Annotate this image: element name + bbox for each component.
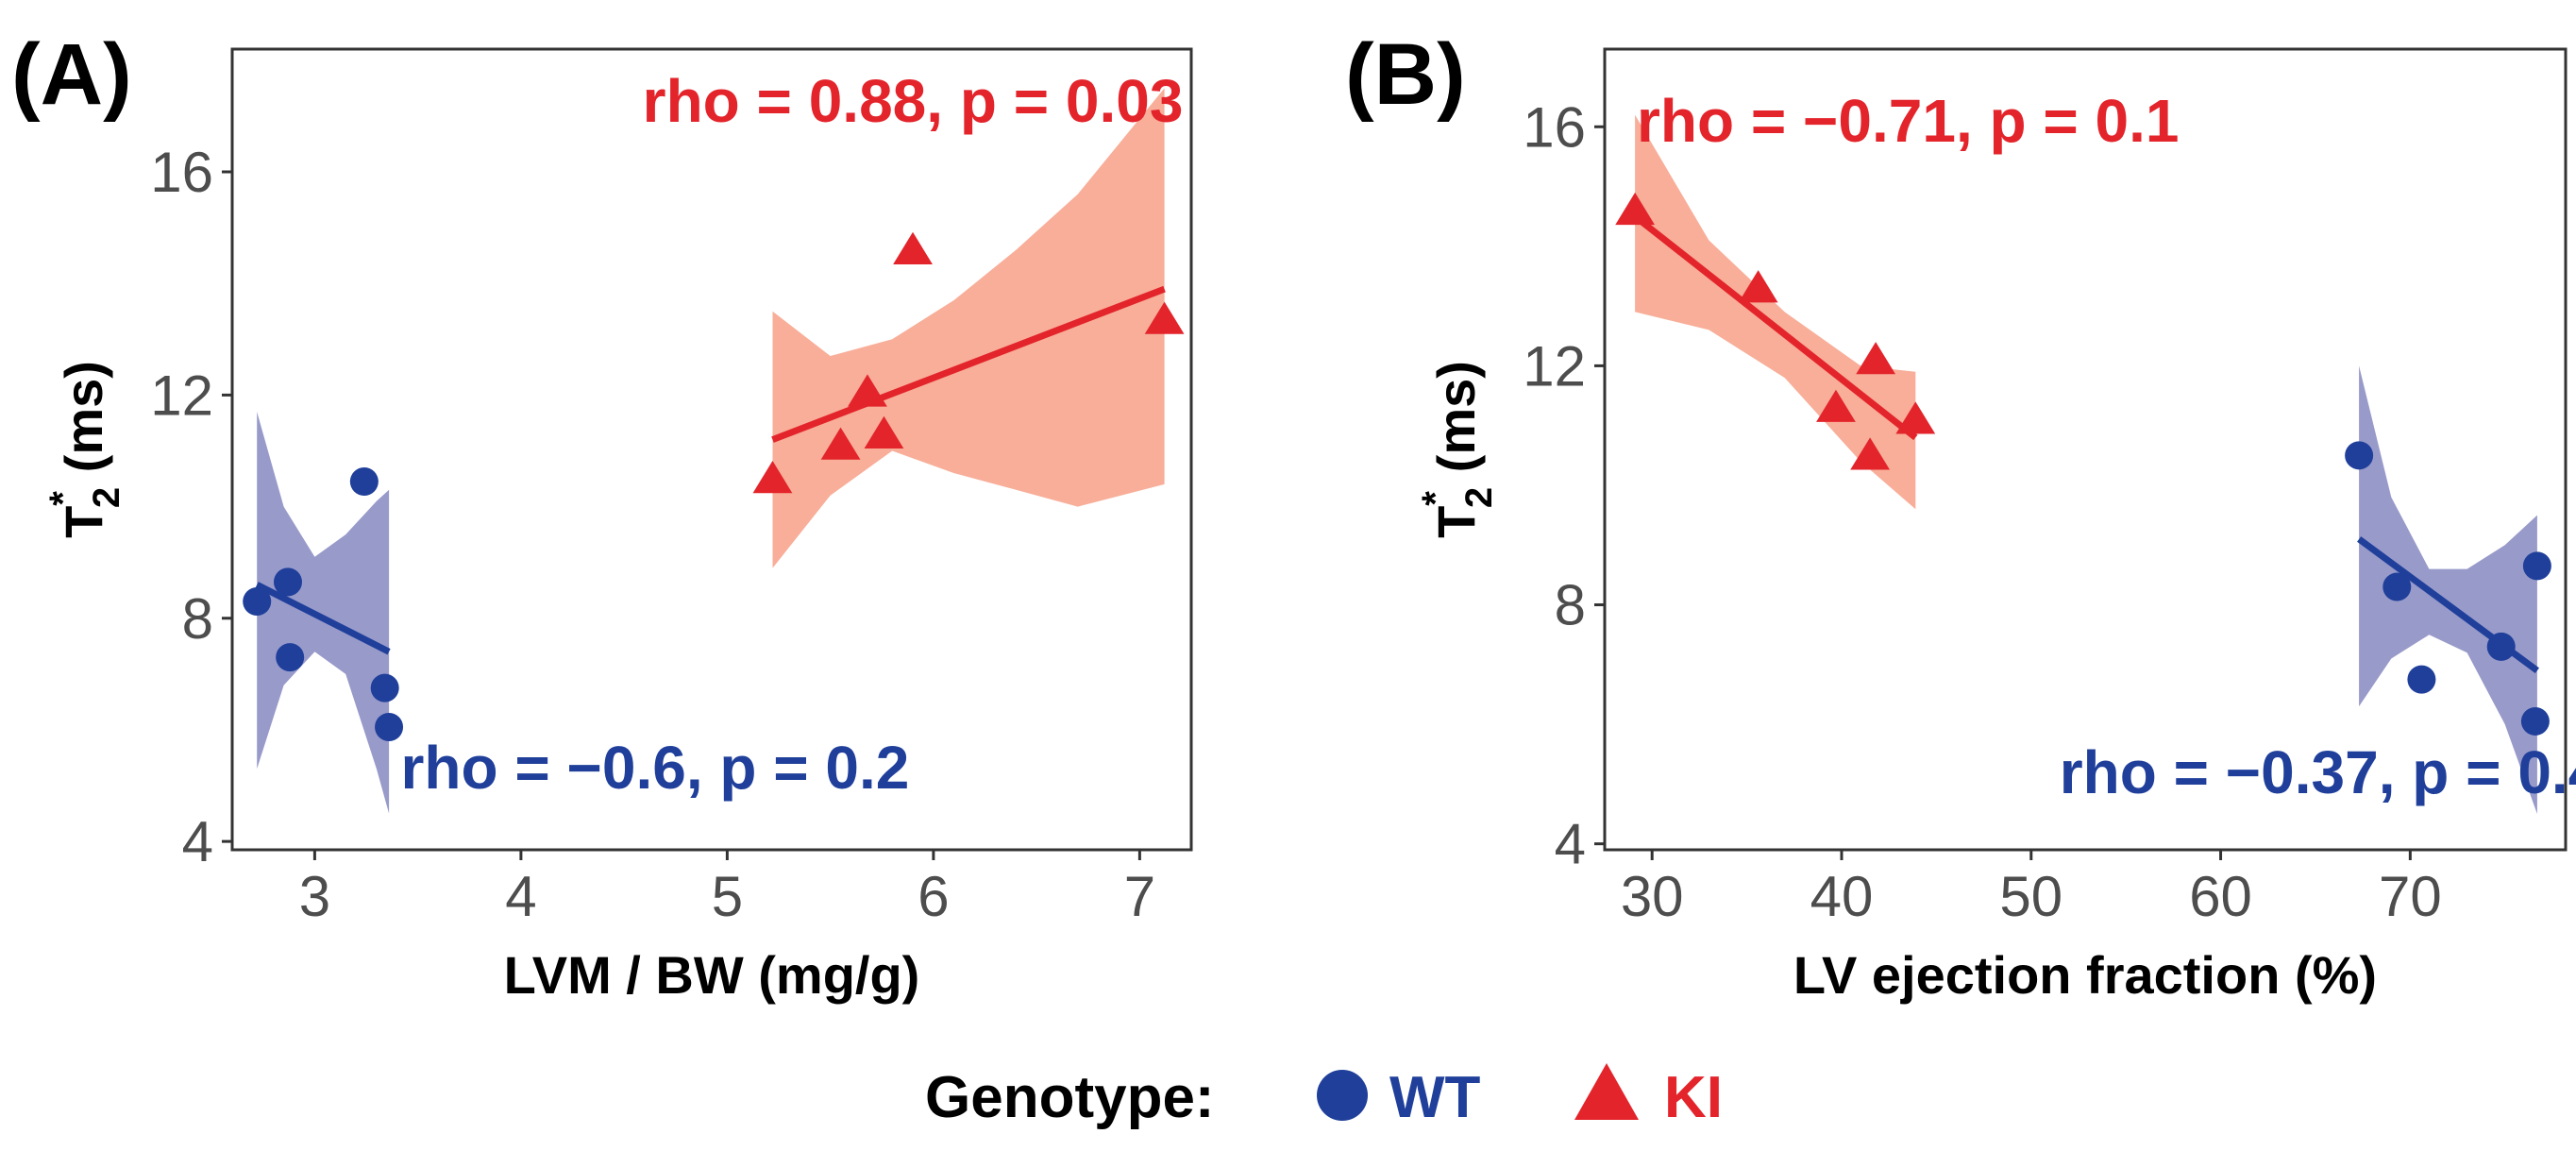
data-point bbox=[1856, 342, 1896, 375]
x-tick-label: 30 bbox=[1621, 865, 1684, 928]
data-point bbox=[2345, 441, 2374, 470]
data-point bbox=[1895, 401, 1936, 434]
correlation-annotation: rho = −0.6, p = 0.2 bbox=[400, 734, 909, 802]
y-axis-title-main: T bbox=[1426, 506, 1486, 538]
x-tick-label: 5 bbox=[712, 865, 743, 928]
legend-item-wt: WT bbox=[1317, 1065, 1481, 1130]
panel-a: (A) rho = −0.6, p = 0.2 rho = 0.88, p = 0.… bbox=[11, 26, 1193, 1005]
panel-label: (A) bbox=[11, 26, 132, 123]
fit-line bbox=[771, 285, 1166, 443]
fit-line bbox=[1632, 213, 1918, 441]
x-tick-label: 70 bbox=[2379, 865, 2442, 928]
series-wt: rho = −0.37, p = 0.4 bbox=[2060, 365, 2576, 814]
data-point bbox=[349, 466, 379, 496]
y-tick-label: 12 bbox=[150, 364, 213, 427]
data-point bbox=[2382, 572, 2412, 601]
data-point bbox=[893, 231, 933, 264]
x-tick-label: 60 bbox=[2189, 865, 2252, 928]
data-point bbox=[1615, 192, 1656, 226]
y-tick-label: 4 bbox=[1555, 813, 1586, 876]
x-axis-title: LV ejection fraction (%) bbox=[1793, 945, 2377, 1005]
legend: Genotype: WT KI bbox=[925, 1063, 1723, 1130]
y-tick-label: 12 bbox=[1523, 334, 1586, 398]
series-wt: rho = −0.6, p = 0.2 bbox=[243, 412, 909, 814]
plot-border bbox=[1603, 47, 2568, 852]
legend-label: KI bbox=[1664, 1065, 1723, 1130]
y-tick-label: 8 bbox=[1555, 574, 1586, 637]
y-axis-title-unit: (ms) bbox=[54, 361, 113, 487]
confidence-band bbox=[2359, 365, 2537, 814]
data-point bbox=[1738, 270, 1778, 303]
data-point bbox=[370, 673, 399, 702]
y-axis-title-unit: (ms) bbox=[1426, 361, 1486, 487]
data-point bbox=[2407, 665, 2436, 694]
x-tick-label: 3 bbox=[299, 865, 330, 928]
plot-border bbox=[230, 47, 1193, 852]
legend-circle-icon bbox=[1317, 1070, 1368, 1121]
correlation-annotation: rho = 0.88, p = 0.03 bbox=[643, 67, 1184, 135]
confidence-band bbox=[257, 412, 390, 814]
y-tick-label: 8 bbox=[182, 587, 213, 651]
data-point bbox=[1850, 437, 1891, 470]
data-point bbox=[752, 461, 793, 494]
y-axis-title-sub: 2 bbox=[86, 487, 127, 508]
y-axis-title-sub: 2 bbox=[1458, 487, 1500, 508]
y-axis-title: T*2 (ms) bbox=[1415, 361, 1500, 538]
data-point bbox=[2486, 632, 2516, 661]
data-point bbox=[848, 374, 887, 407]
data-point bbox=[276, 643, 305, 672]
y-axis-title: T*2 (ms) bbox=[42, 361, 127, 538]
x-tick-label: 50 bbox=[1999, 865, 2062, 928]
data-point bbox=[820, 427, 861, 460]
series-ki: rho = −0.71, p = 0.1 bbox=[1615, 87, 2180, 510]
data-point bbox=[1816, 389, 1856, 422]
y-tick-label: 16 bbox=[1523, 95, 1586, 159]
fit-line bbox=[255, 582, 391, 655]
data-point bbox=[243, 587, 272, 617]
x-axis-title: LVM / BW (mg/g) bbox=[504, 945, 920, 1005]
y-axis-title-sup: * bbox=[1415, 491, 1456, 506]
y-axis-title-sup: * bbox=[42, 491, 84, 506]
panel-b: (B) rho = −0.71, p = 0.1 rho = −0.37, p = … bbox=[1345, 26, 2576, 1005]
legend-label: WT bbox=[1389, 1065, 1481, 1130]
panel-label: (B) bbox=[1345, 26, 1466, 123]
correlation-annotation: rho = −0.71, p = 0.1 bbox=[1637, 87, 2180, 155]
x-tick-label: 4 bbox=[505, 865, 536, 928]
y-tick-label: 4 bbox=[182, 810, 213, 873]
legend-triangle-icon bbox=[1574, 1063, 1639, 1120]
x-tick-label: 7 bbox=[1124, 865, 1155, 928]
data-point bbox=[273, 567, 302, 597]
x-tick-label: 40 bbox=[1810, 865, 1874, 928]
x-tick-label: 6 bbox=[918, 865, 949, 928]
y-tick-label: 16 bbox=[150, 141, 213, 204]
data-point bbox=[864, 415, 904, 449]
data-point bbox=[2520, 706, 2550, 736]
series-ki: rho = 0.88, p = 0.03 bbox=[643, 67, 1185, 568]
correlation-annotation: rho = −0.37, p = 0.4 bbox=[2060, 738, 2576, 806]
data-point bbox=[375, 712, 404, 741]
confidence-band bbox=[772, 88, 1165, 568]
data-point bbox=[1144, 301, 1185, 334]
y-axis-title-main: T bbox=[54, 506, 113, 538]
legend-title: Genotype: bbox=[925, 1065, 1215, 1130]
legend-item-ki: KI bbox=[1574, 1063, 1723, 1130]
data-point bbox=[2522, 551, 2551, 581]
